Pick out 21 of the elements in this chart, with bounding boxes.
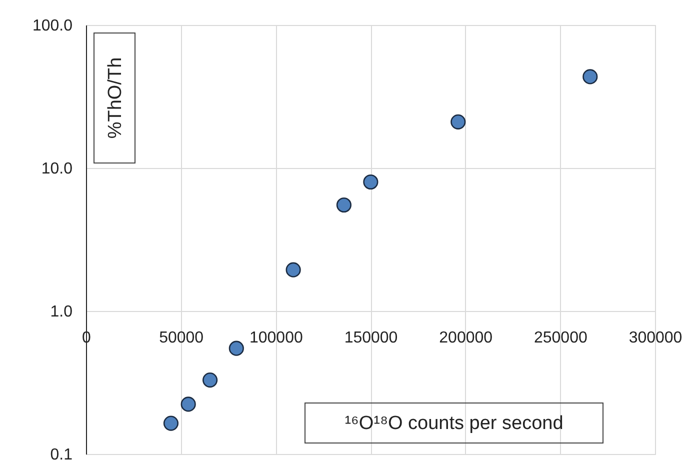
point [582,69,598,84]
x-tick-label: 150000 [344,330,398,346]
y-tick-label: 0.1 [50,446,73,461]
point [202,372,218,388]
point [336,197,352,213]
x-tick-label: 300000 [628,330,682,346]
x-tick-label: 100000 [249,330,303,346]
point [450,114,466,130]
y-axis-title: %ThO/Th [105,57,126,139]
y-tick-label: 10.0 [41,160,73,178]
point [286,262,301,278]
x-tick-label: 50000 [159,330,204,346]
point [163,416,179,431]
x-tick-label: 200000 [439,330,493,346]
point [363,174,378,190]
point [228,340,244,356]
y-tick-label: 100.0 [32,18,73,34]
x-tick-label: 250000 [534,330,588,346]
point [180,396,196,412]
y-tick-label: 1.0 [50,304,73,320]
x-axis-title: ¹⁶O¹⁸O counts per second [344,413,564,434]
